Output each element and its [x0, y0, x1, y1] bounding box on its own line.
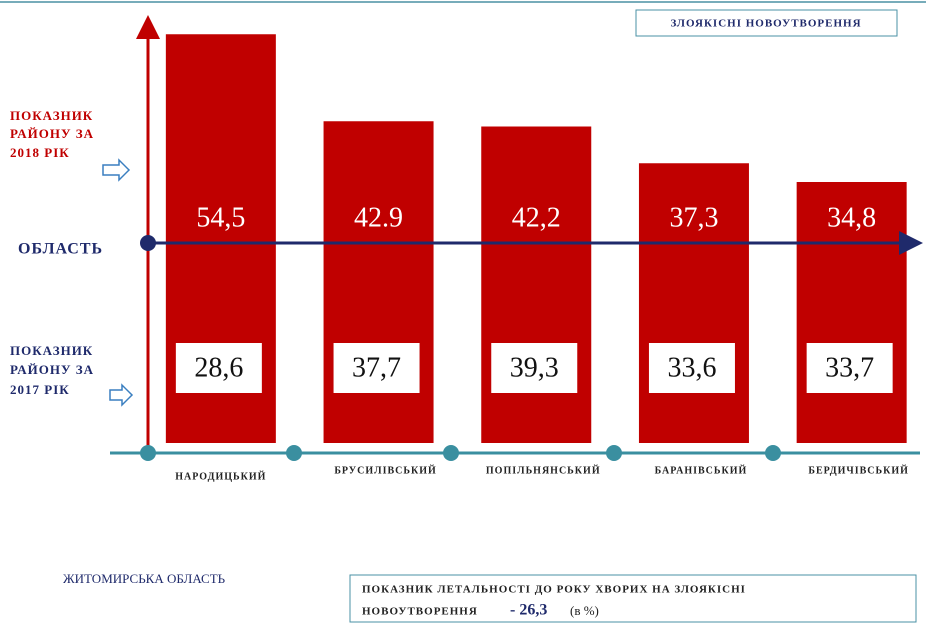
legend-label: ПОКАЗНИК [10, 343, 93, 358]
bar-value-label: 34,8 [827, 202, 876, 233]
prev-value-box [333, 343, 420, 393]
prev-value-label: 33,6 [667, 352, 716, 383]
note-box [349, 574, 917, 623]
prev-value-label: 28,6 [194, 352, 243, 383]
legend-label: РАЙОНУ ЗА [10, 126, 94, 141]
prev-value-box [175, 343, 262, 393]
prev-value-label: 39,3 [510, 352, 559, 383]
x-tick-label: ПОПІЛЬНЯНСЬКИЙ [486, 464, 601, 476]
footer-left: ЖИТОМИРСЬКА ОБЛАСТЬ [63, 571, 226, 586]
bar [323, 121, 434, 443]
note-line: ПОКАЗНИК ЛЕТАЛЬНОСТІ ДО РОКУ ХВОРИХ НА З… [362, 584, 746, 596]
legend-label: 2018 РІК [10, 145, 70, 160]
legend-arrow [102, 158, 131, 182]
bar-value-label: 42,2 [512, 202, 561, 233]
legend-label: РАЙОНУ ЗА [10, 362, 94, 377]
baseline-dot [443, 445, 459, 461]
x-tick-label: БАРАНІВСЬКИЙ [655, 464, 748, 476]
x-tick-label: НАРОДИЦЬКИЙ [175, 470, 266, 482]
prev-value-box [648, 343, 735, 393]
prev-value-box [491, 343, 578, 393]
baseline-dot [765, 445, 781, 461]
bar-value-label: 42.9 [354, 202, 403, 233]
bar-value-label: 37,3 [669, 202, 718, 233]
bar-value-label: 54,5 [196, 202, 245, 233]
prev-value-label: 33,7 [825, 352, 874, 383]
prev-value-label: 37,7 [352, 352, 401, 383]
note-unit: (в %) [570, 603, 599, 618]
baseline-dot [286, 445, 302, 461]
region-label: ОБЛАСТЬ [18, 241, 103, 258]
x-tick-label: БРУСИЛІВСЬКИЙ [334, 464, 436, 476]
note-value: - 26,3 [510, 602, 547, 619]
legend-arrow [109, 383, 134, 407]
baseline-dot [140, 445, 156, 461]
prev-value-box [806, 343, 893, 393]
legend-label: 2017 РІК [10, 382, 70, 397]
chart-title: ЗЛОЯКІСНІ НОВОУТВОРЕННЯ [670, 18, 861, 30]
baseline-dot [606, 445, 622, 461]
bar [638, 163, 749, 443]
x-tick-label: БЕРДИЧІВСЬКИЙ [808, 464, 909, 476]
note-line: НОВОУТВОРЕННЯ [362, 606, 478, 618]
bar [796, 182, 907, 443]
title-box [635, 9, 898, 37]
region-dot [140, 235, 156, 251]
bar [481, 126, 592, 443]
legend-label: ПОКАЗНИК [10, 108, 93, 123]
